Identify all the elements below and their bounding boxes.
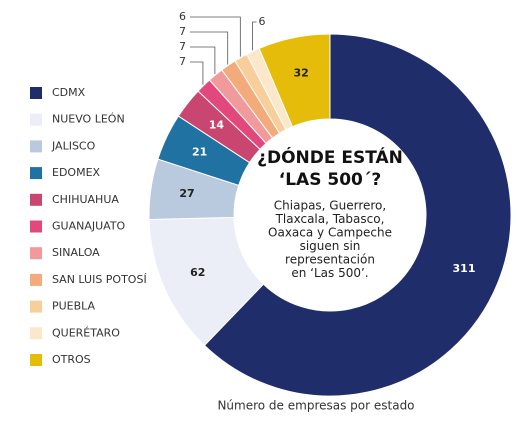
leader-line	[190, 16, 241, 57]
value-label: 32	[293, 66, 308, 79]
legend-swatch	[30, 300, 42, 313]
legend-label: OTROS	[52, 353, 91, 366]
center-note: Chiapas, Guerrero,	[274, 199, 386, 213]
value-label: 6	[179, 10, 186, 23]
center-note: representación	[285, 253, 375, 267]
legend-swatch	[30, 167, 42, 180]
legend-swatch	[30, 87, 42, 99]
legend-swatch	[30, 113, 42, 126]
center-title: ¿DÓNDE ESTÁN	[257, 146, 403, 168]
value-label: 311	[453, 262, 476, 275]
legend-swatch	[30, 140, 42, 153]
value-label: 21	[192, 146, 207, 159]
value-label: 7	[179, 55, 186, 68]
legend-label: SAN LUIS POTOSÍ	[52, 273, 147, 286]
legend-label: JALISCO	[51, 139, 96, 152]
legend-swatch	[30, 220, 42, 233]
value-label: 14	[209, 119, 225, 132]
legend-swatch	[30, 193, 42, 206]
value-label: 7	[179, 25, 186, 38]
legend-label: EDOMEX	[52, 166, 101, 179]
center-note: en ‘Las 500’.	[291, 266, 368, 280]
legend-label: CHIHUAHUA	[52, 193, 119, 206]
value-label: 62	[190, 266, 205, 279]
legend-label: CDMX	[52, 86, 86, 99]
value-label: 7	[179, 40, 186, 53]
legend-label: GUANAJUATO	[52, 220, 126, 233]
legend-label: SINALOA	[52, 246, 100, 259]
legend-label: PUEBLA	[52, 300, 96, 313]
leader-line	[252, 21, 257, 51]
legend-swatch	[30, 247, 42, 260]
center-note: Oaxaca y Campeche	[268, 226, 392, 240]
center-note: Tlaxcala, Tabasco,	[275, 212, 385, 226]
legend-swatch	[30, 273, 42, 286]
leader-line	[190, 61, 204, 85]
legend-label: NUEVO LEÓN	[52, 113, 125, 126]
slice	[258, 33, 331, 128]
center-title: ‘LAS 500´?	[279, 170, 381, 190]
legend-label: QUERÉTARO	[52, 326, 120, 339]
caption: Número de empresas por estado	[217, 399, 414, 413]
slice	[203, 33, 512, 397]
value-label: 6	[259, 15, 266, 28]
center-note: siguen sin	[300, 239, 361, 253]
legend-swatch	[30, 327, 42, 340]
leader-line	[190, 31, 229, 65]
value-label: 27	[179, 187, 194, 200]
leader-line	[190, 46, 216, 75]
legend-swatch	[30, 354, 42, 366]
